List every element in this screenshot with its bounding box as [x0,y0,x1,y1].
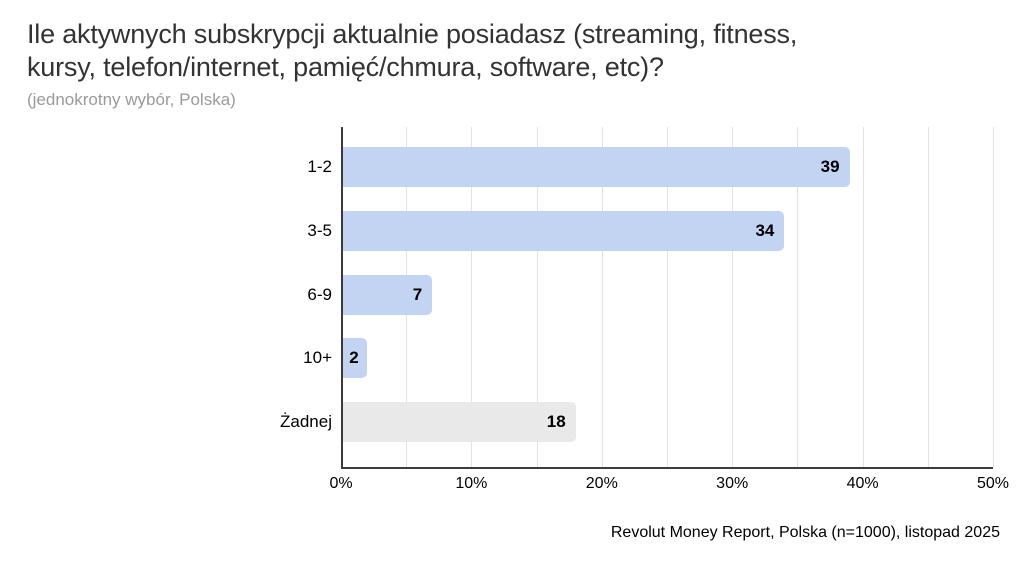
bar: 2 [341,338,368,379]
x-tick-label: 10% [455,475,488,492]
bar-row: 10+ 2 [303,338,993,379]
gridline [927,127,929,467]
gridline [797,127,799,467]
gridline [732,127,734,467]
bar: 18 [341,402,576,443]
bar: 34 [341,210,785,251]
x-tick-label: 30% [716,475,749,492]
bar-rows: 1-2 39 3-5 34 6-9 7 10+ 2 Żadnej 18 [280,127,993,467]
bar-row: 1-2 39 [307,147,993,187]
chart-title-line2: kursy, telefon/internet, pamięć/chmura, … [27,52,664,82]
gridline [536,127,538,467]
bar: 7 [341,274,433,315]
x-axis-tick-labels: 0% 10% 20% 30% 40% 50% [329,475,1009,497]
x-tick-label: 50% [976,475,1010,492]
category-label: 10+ [303,348,332,368]
gridline [471,127,473,467]
y-axis-line [341,127,343,467]
gridline [667,127,668,467]
bar-value-label: 34 [755,220,775,240]
bar-row: Żadnej 18 [280,402,993,443]
source-note: Revolut Money Report, Polska (n=1000), l… [610,524,1000,541]
category-label: Żadnej [280,412,332,432]
chart-title-line1: Ile aktywnych subskrypcji aktualnie posi… [27,19,798,49]
gridline [862,127,864,467]
bar-value-label: 2 [349,348,359,368]
category-label: 3-5 [307,220,332,240]
gridline [601,127,603,467]
x-tick-label: 40% [846,475,879,492]
bar-value-label: 18 [546,412,566,432]
bar-row: 3-5 34 [307,210,993,251]
chart-title: Ile aktywnych subskrypcji aktualnie posi… [27,18,957,84]
category-label: 1-2 [307,157,332,176]
x-tick-label: 0% [329,475,353,492]
bar-value-label: 39 [820,157,840,176]
bar-row: 6-9 7 [307,274,993,315]
category-label: 6-9 [307,284,332,304]
plot-area: 1-2 39 3-5 34 6-9 7 10+ 2 Żadnej 18 [280,127,994,469]
chart-subtitle: (jednokrotny wybór, Polska) [27,90,236,109]
gridline [993,127,994,467]
bar-value-label: 7 [412,284,423,304]
x-tick-label: 20% [585,475,618,492]
bar: 39 [341,147,850,187]
